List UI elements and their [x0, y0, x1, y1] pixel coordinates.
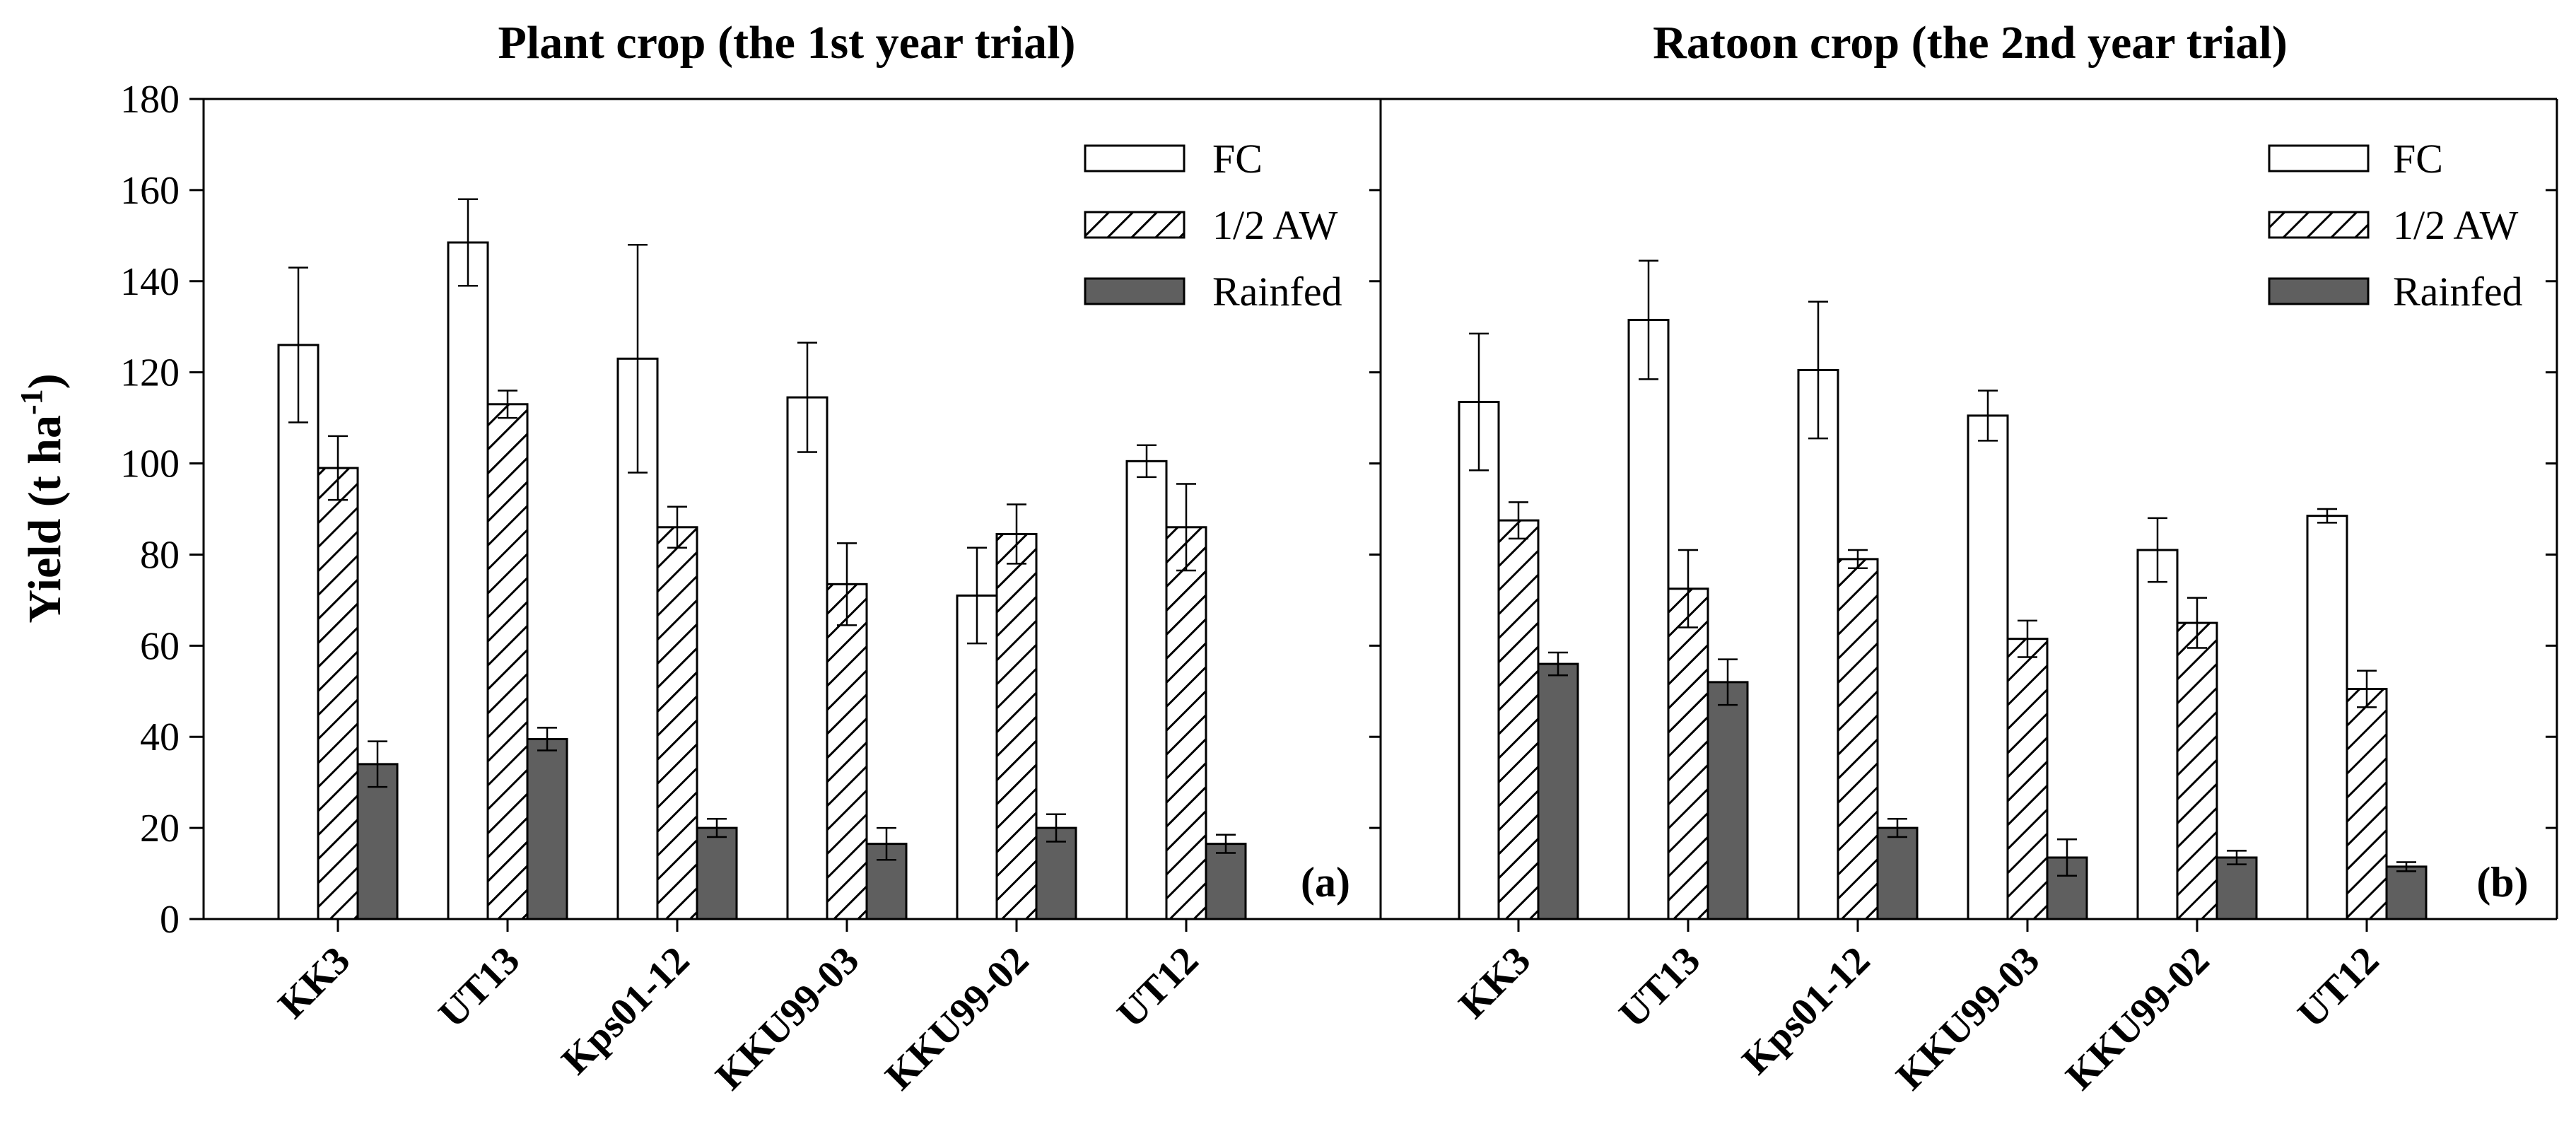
bar-rainfed	[526, 737, 568, 920]
legend-label-half-aw: 1/2 AW	[1212, 202, 1338, 248]
bar-half-aw	[1837, 558, 1879, 920]
y-tick-label: 80	[140, 533, 180, 577]
legend-label-fc: FC	[1212, 136, 1263, 182]
bar-fc	[447, 241, 489, 920]
y-tick-label: 20	[140, 807, 180, 850]
legend-swatch-half-aw	[1084, 211, 1185, 239]
panel-a: Plant crop (the 1st year trial) KK3 UT13 Kp…	[202, 17, 1382, 1099]
bar-half-aw	[2006, 638, 2049, 920]
bar-half-aw	[656, 526, 698, 920]
bar-fc	[1967, 414, 2009, 920]
bar-half-aw	[826, 583, 868, 920]
bar-rainfed	[2215, 856, 2258, 920]
legend-swatch-fc	[2268, 144, 2370, 172]
x-tick-label: UT13	[431, 938, 528, 1036]
bar-half-aw	[2176, 621, 2218, 920]
legend-swatch-half-aw	[2268, 211, 2370, 239]
x-tick-label: KK3	[270, 938, 358, 1026]
bar-rainfed	[1035, 826, 1077, 920]
bar-fc	[1627, 319, 1670, 920]
bar-rainfed	[1876, 826, 1919, 920]
x-tick-label: UT12	[1109, 938, 1207, 1036]
x-tick-label: UT12	[2290, 938, 2387, 1036]
legend-swatch-fc	[1084, 144, 1185, 172]
bar-fc	[1458, 401, 1500, 920]
bar-half-aw	[995, 532, 1038, 920]
y-tick-label: 180	[120, 78, 180, 122]
bar-half-aw	[1165, 526, 1207, 920]
x-tick-label: Kps01-12	[1734, 938, 1878, 1082]
x-tick-label: KKU99-02	[2058, 938, 2218, 1098]
y-tick-label: 120	[120, 351, 180, 395]
x-tick-label: Kps01-12	[554, 938, 698, 1082]
bar-fc	[1125, 460, 1168, 920]
bar-rainfed	[696, 826, 738, 920]
x-tick-label: UT13	[1611, 938, 1709, 1036]
bar-half-aw	[1497, 519, 1540, 920]
y-axis-label: Yield (t ha-1)	[14, 373, 71, 623]
x-tick-label: KKU99-03	[708, 938, 867, 1098]
panel-title: Plant crop (the 1st year trial)	[498, 17, 1076, 69]
panel-label: (a)	[1301, 859, 1350, 906]
y-tick-label: 0	[160, 898, 180, 942]
bar-half-aw	[486, 403, 529, 920]
bar-fc	[277, 344, 320, 920]
y-tick-label: 160	[120, 169, 180, 213]
x-tick-label: KKU99-03	[1888, 938, 2048, 1098]
x-tick-label: KK3	[1451, 938, 1539, 1026]
legend-label-fc: FC	[2393, 136, 2443, 182]
bar-half-aw	[2346, 688, 2388, 920]
bar-rainfed	[1537, 662, 1579, 920]
bar-fc	[1797, 368, 1839, 920]
legend-label-rainfed: Rainfed	[1212, 269, 1342, 315]
bar-half-aw	[317, 467, 359, 920]
panel-label: (b)	[2476, 859, 2528, 906]
bar-rainfed	[1706, 681, 1749, 920]
x-tick-label: KKU99-02	[877, 938, 1037, 1098]
panel-b: Ratoon crop (the 2nd year trial) KK3 UT13 K…	[1379, 17, 2558, 1099]
y-tick-label: 40	[140, 715, 180, 759]
bar-rainfed	[2385, 865, 2428, 920]
bar-half-aw	[1667, 587, 1709, 920]
bar-fc	[2306, 515, 2348, 920]
bar-fc	[2136, 549, 2179, 920]
legend-swatch-rainfed	[2268, 277, 2370, 305]
bar-rainfed	[356, 763, 399, 920]
y-tick-label: 140	[120, 260, 180, 304]
legend-label-rainfed: Rainfed	[2393, 269, 2523, 315]
legend-label-half-aw: 1/2 AW	[2393, 202, 2519, 248]
y-tick-label: 60	[140, 624, 180, 668]
y-tick-label: 100	[120, 443, 180, 486]
legend-swatch-rainfed	[1084, 277, 1185, 305]
bar-rainfed	[1205, 843, 1247, 920]
bar-fc	[786, 396, 829, 920]
panel-title: Ratoon crop (the 2nd year trial)	[1653, 17, 2288, 69]
